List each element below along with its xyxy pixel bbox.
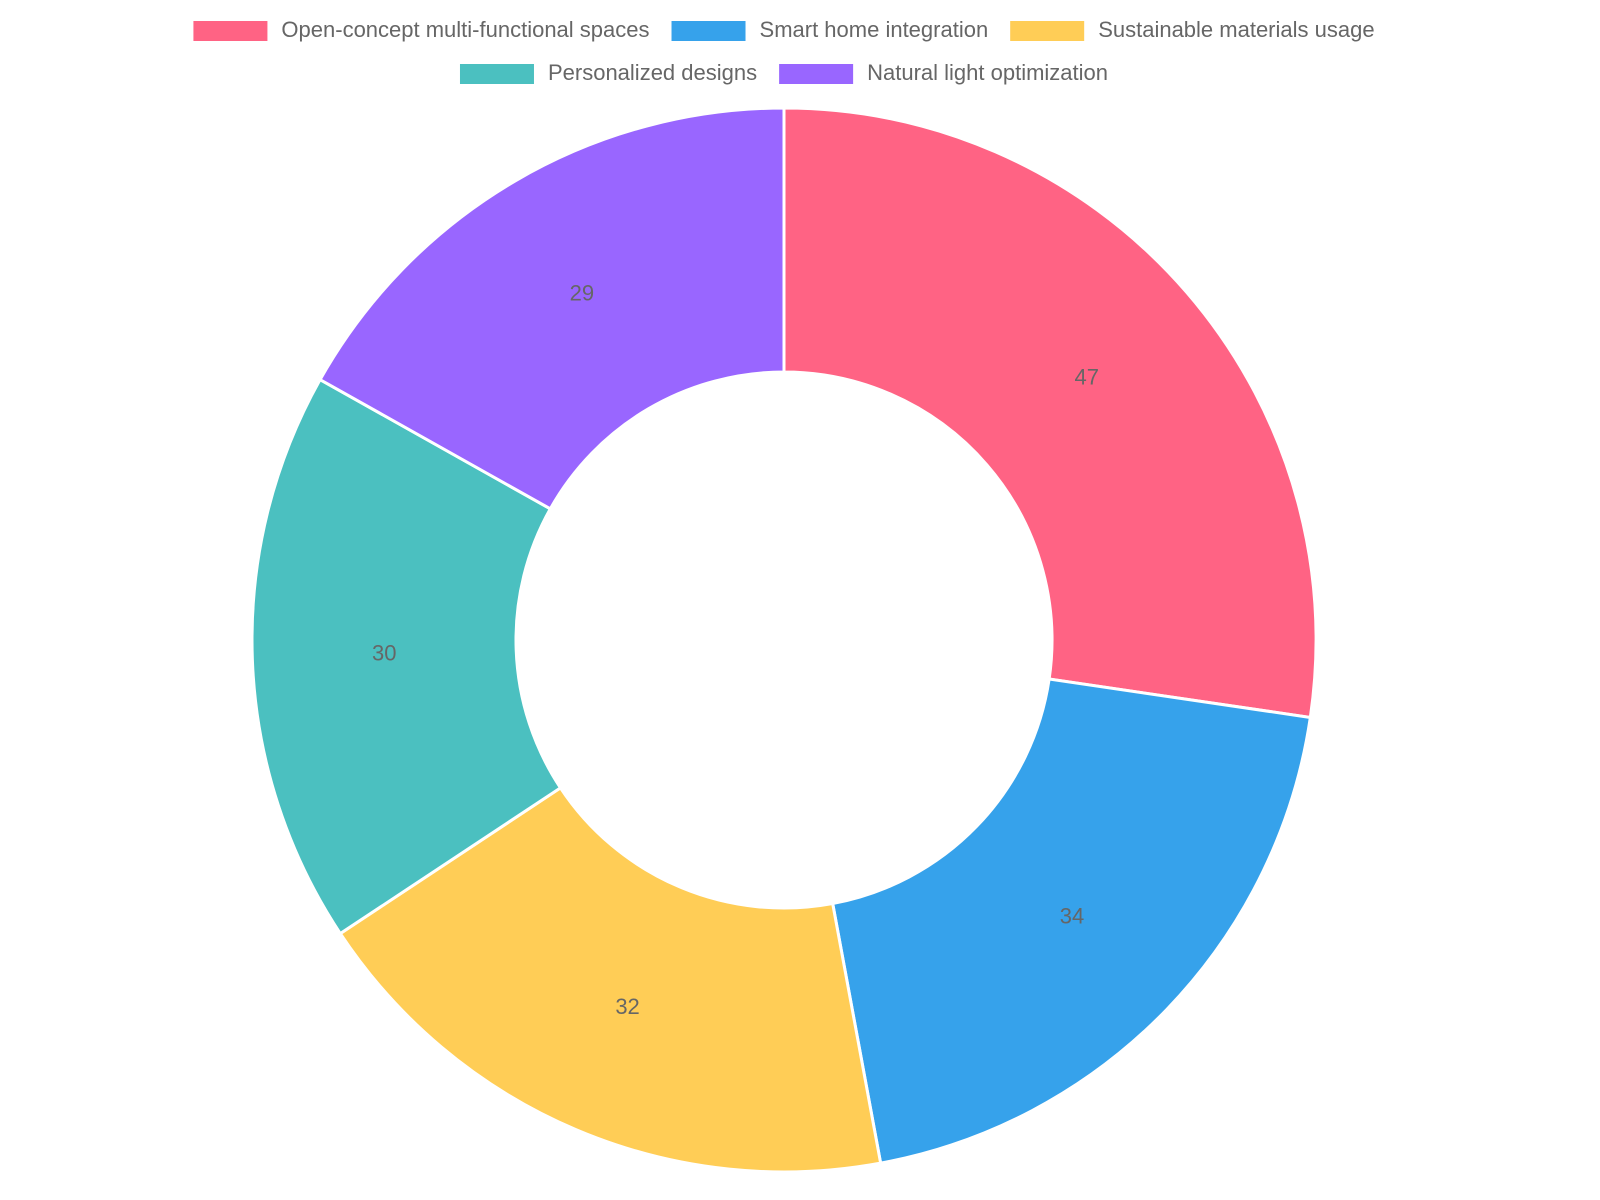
value-label: 34 [1060,903,1084,928]
legend-swatch [779,64,854,84]
doughnut-segment [782,106,1318,720]
legend-swatch [459,64,534,84]
value-label: 47 [1074,364,1098,389]
legend-text: Sustainable materials usage [1098,17,1374,42]
legend-text: Personalized designs [548,60,757,85]
legend-item: Open-concept multi-functional spaces [193,17,650,42]
legend-item: Personalized designs [459,60,757,85]
value-label: 29 [570,281,594,306]
legend-item: Smart home integration [671,17,989,42]
value-label: 30 [372,640,396,665]
legend-text: Smart home integration [760,17,989,42]
doughnut-segment [250,377,563,936]
legend-swatch [1010,21,1085,41]
legend-text: Open-concept multi-functional spaces [281,17,649,42]
doughnut-segment [338,785,883,1174]
legend-swatch [193,21,268,41]
legend-swatch [671,21,746,41]
legend: Open-concept multi-functional spaces Smar… [193,17,1375,85]
legend-item: Natural light optimization [779,60,1108,85]
value-label: 32 [615,994,639,1019]
legend-item: Sustainable materials usage [1010,17,1375,42]
legend-text: Natural light optimization [867,60,1108,85]
doughnut-segment [830,677,1313,1165]
doughnut-segment [318,106,786,511]
